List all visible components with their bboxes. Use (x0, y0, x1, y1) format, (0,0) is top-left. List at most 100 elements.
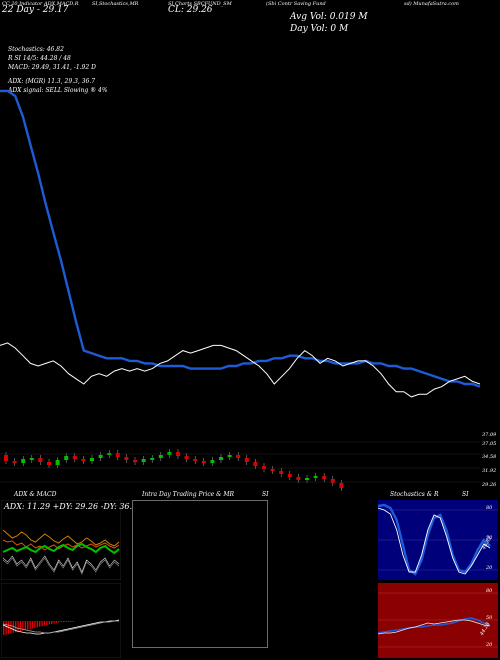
price-line (0, 342, 481, 398)
macd-histogram-bar (27, 621, 29, 630)
candle (167, 452, 172, 455)
candle (47, 462, 51, 465)
candle (81, 459, 86, 461)
macd-histogram-bar (10, 621, 12, 634)
macd-histogram-bar (43, 621, 46, 626)
stoch-d-line (378, 507, 491, 575)
candle (193, 459, 198, 461)
price-level-label: 31.92 (482, 468, 497, 474)
candle (227, 455, 232, 457)
close-label: CL: 29.26 (168, 5, 213, 15)
price-level-label: 34.58 (482, 454, 497, 460)
candle (150, 458, 155, 460)
candle (4, 455, 8, 461)
stochastics-readout: Stochastics: 46.82 (8, 46, 64, 53)
adx-line (2, 529, 120, 547)
adx-panel-title: ADX & MACD (14, 491, 57, 498)
rsi-level-80: 80 (486, 588, 493, 594)
macd-histogram-bar (24, 621, 26, 631)
moving-average-line (0, 89, 481, 388)
price-chart (0, 89, 481, 398)
macd-histogram-bar (39, 621, 41, 627)
candle (12, 461, 17, 463)
macd-histogram-bar (55, 621, 58, 623)
candle (124, 457, 129, 460)
macd-histogram-bar (29, 621, 31, 629)
candle (262, 466, 266, 469)
candle (72, 456, 77, 459)
rsi-line (378, 617, 491, 634)
plus-di-line (2, 542, 120, 555)
macd-panel (1, 583, 121, 658)
macd-histogram-bar (67, 621, 70, 622)
candle (236, 455, 241, 458)
candle (158, 455, 163, 458)
minus-di-line (2, 539, 120, 551)
macd-histogram-bar (19, 621, 22, 632)
candle (296, 477, 301, 480)
mrsi-line (378, 619, 491, 635)
candle (244, 458, 249, 462)
stoch-level-80: 80 (486, 505, 493, 511)
candle (322, 476, 327, 479)
stoch-level-50: 50 (486, 535, 493, 541)
intraday-panel (132, 500, 268, 648)
macd-histogram-bar (31, 621, 34, 629)
macd-histogram-bar (48, 621, 50, 625)
candle (38, 458, 43, 462)
header-indicators: CC 20 Indicator ADX,MACD,R (2, 1, 79, 7)
candle (219, 457, 223, 460)
stoch-panel-si: SI (462, 491, 469, 498)
rsi-level-50: 50 (486, 615, 493, 621)
macd-histogram-bar (34, 621, 36, 628)
date-line: 22 Day - 29.17 (2, 5, 69, 15)
candle (201, 461, 206, 463)
macd-histogram-bar (63, 621, 65, 622)
signal-line (2, 620, 119, 634)
stoch-level-20: 20 (486, 565, 493, 571)
candle (279, 471, 284, 474)
rsi-readout: R SI 14/5: 44.28 / 48 (8, 55, 71, 62)
price-level-label: 37.05 (482, 441, 497, 447)
candle (210, 460, 215, 463)
macd-histogram-bar (15, 621, 17, 633)
osc-line-a (2, 555, 120, 573)
header-source: sd) MunafaSutra.com (404, 1, 459, 7)
macd-histogram-bar (36, 621, 38, 628)
candle (55, 460, 60, 465)
stoch-k-line (378, 503, 491, 576)
macd-line (2, 619, 120, 635)
macd-histogram-bar (60, 621, 62, 622)
rsi-panel (378, 583, 498, 658)
macd-histogram-bar (51, 621, 53, 624)
candle (29, 458, 34, 460)
macd-histogram-bar (46, 621, 48, 626)
adx-values: ADX: 11.29 +DY: 29.26 -DY: 36.7 (4, 502, 138, 511)
osc-line-b (2, 557, 120, 575)
candle (141, 459, 146, 462)
header-fund-name: (Sbi Contr Saving Fund (266, 1, 326, 7)
macd-histogram-bar (65, 621, 67, 622)
macd-histogram-bar (3, 621, 5, 635)
candle (98, 455, 103, 458)
candle (133, 460, 137, 462)
candle (64, 456, 69, 460)
candle (90, 458, 94, 461)
macd-readout: MACD: 29.49, 31.41, -1.92 D (8, 64, 96, 71)
macd-histogram-bar (58, 621, 60, 623)
intraday-panel-si: SI (262, 491, 269, 498)
adx-panel (1, 500, 121, 580)
candlestick-strip (0, 441, 480, 491)
price-level-label: 29.26 (482, 482, 497, 488)
candle (253, 462, 258, 466)
candle (330, 479, 335, 483)
rsi-level-20: 20 (486, 642, 493, 648)
macd-histogram-bar (70, 621, 72, 622)
macd-histogram-bar (22, 621, 24, 631)
macd-histogram-bar (72, 621, 74, 622)
candle (270, 469, 275, 471)
avg-volume: Avg Vol: 0.019 M (290, 12, 368, 22)
candle (184, 456, 189, 459)
header-symbol: SI Charts SBCFUND_SM (168, 1, 232, 7)
adx-signal: ADX signal: SELL Slowing ® 4% (8, 87, 108, 94)
